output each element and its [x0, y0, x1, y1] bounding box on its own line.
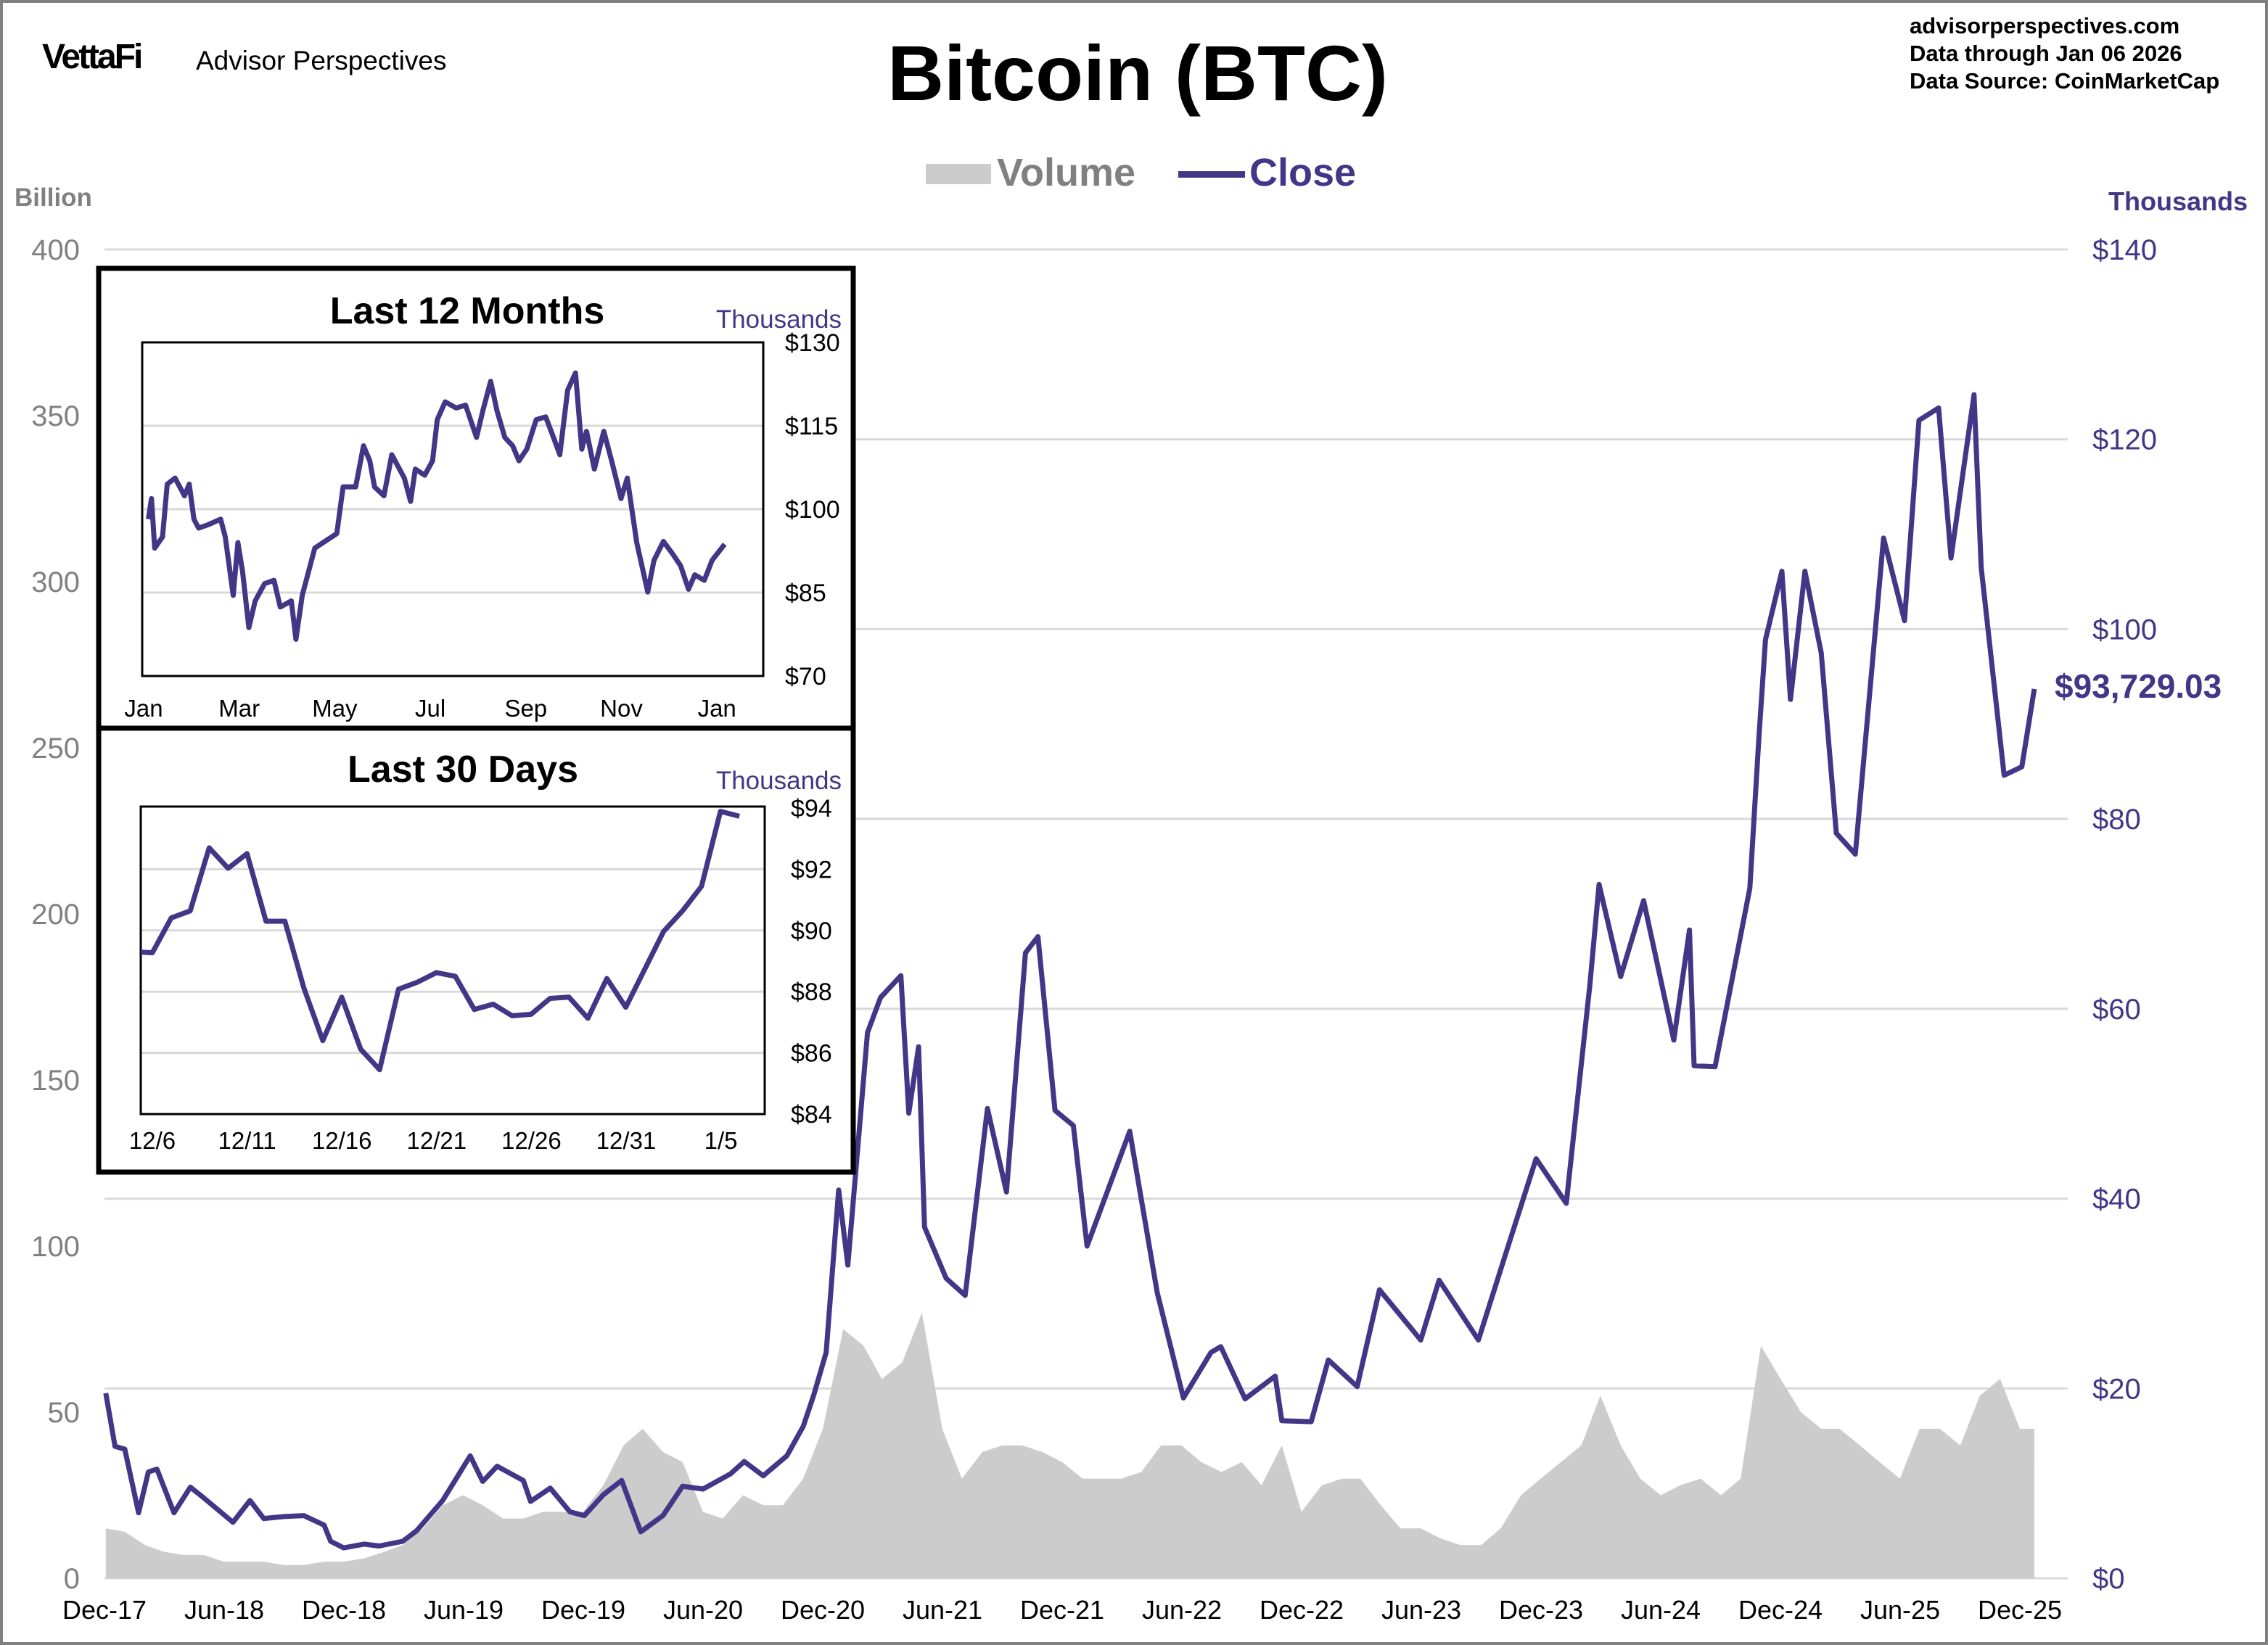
x-tick-label: Jul: [415, 695, 445, 722]
left-tick-label: 300: [31, 566, 80, 598]
x-tick-label: Jun-20: [663, 1595, 743, 1625]
x-tick-label: Dec-23: [1499, 1595, 1583, 1625]
left-tick-label: 0: [64, 1563, 80, 1595]
x-tick-label: Jun-19: [424, 1595, 504, 1625]
main-series: [103, 392, 2037, 1578]
y-tick-label: $92: [791, 856, 832, 883]
right-tick-label: $100: [2092, 614, 2157, 646]
x-tick-label: 12/11: [218, 1127, 276, 1154]
y-tick-label: $115: [785, 413, 838, 440]
advisor-perspectives-logo: Advisor Perspectives: [196, 46, 446, 75]
right-tick-label: $60: [2092, 994, 2141, 1026]
close-line: [103, 392, 2037, 1551]
inset-border: [96, 265, 856, 1175]
x-tick-label: 12/6: [129, 1127, 176, 1154]
x-tick-label: 1/5: [704, 1127, 738, 1154]
legend-close-swatch: [1178, 171, 1245, 178]
x-tick-label: Jun-23: [1381, 1595, 1461, 1625]
left-axis-ticks: 0 50 100 150 200 250 300 350 400: [31, 234, 80, 1595]
left-tick-label: 50: [48, 1397, 81, 1429]
x-tick-label: 12/16: [312, 1127, 372, 1154]
inset-30d-gridlines: [141, 867, 765, 1055]
x-tick-label: Mar: [218, 695, 260, 722]
left-tick-label: 250: [31, 733, 80, 764]
close-line: [141, 809, 740, 1073]
inset-panel: Last 12 Months Thousands $70$85$100$115$…: [96, 265, 856, 1175]
left-tick-label: 150: [31, 1065, 80, 1097]
y-tick-label: $90: [791, 918, 832, 945]
x-tick-label: 12/31: [596, 1127, 657, 1154]
x-tick-label: Dec-21: [1020, 1595, 1104, 1625]
legend-close-label: Close: [1249, 151, 1356, 194]
x-tick-label: Dec-19: [541, 1595, 625, 1625]
inset-30d-y-ticks: $84 $86 $88 $90 $92 $94: [791, 795, 832, 1129]
x-tick-label: Dec-25: [1978, 1595, 2062, 1625]
x-tick-label: Nov: [600, 695, 643, 722]
right-axis-ticks: $0 $20 $40 $60 $80 $100 $120 $140: [2092, 234, 2157, 1595]
x-axis-ticks: Dec-17 Jun-18 Dec-18 Jun-19 Dec-19 Jun-20 Dec-…: [62, 1595, 2062, 1625]
y-tick-label: $85: [785, 580, 826, 607]
right-tick-label: $120: [2092, 424, 2157, 456]
right-tick-label: $0: [2092, 1563, 2125, 1595]
x-tick-label: Dec-17: [62, 1595, 147, 1625]
inset-12m-series: [146, 370, 727, 642]
inset-12m-plot-box: [141, 341, 765, 677]
x-tick-label: May: [312, 695, 358, 722]
right-tick-label: $80: [2092, 804, 2141, 836]
x-tick-label: Jun-24: [1621, 1595, 1701, 1625]
left-tick-label: 400: [31, 234, 80, 266]
inset-30d-plot-box: [139, 805, 766, 1116]
y-tick-label: $100: [785, 496, 840, 524]
x-tick-label: Sep: [504, 695, 547, 722]
inset-30d-series: [141, 809, 740, 1073]
x-tick-label: Jan: [124, 695, 163, 722]
inset-12m-axis-label: Thousands: [716, 305, 842, 334]
x-tick-label: Dec-24: [1738, 1595, 1823, 1625]
x-tick-label: Jun-21: [903, 1595, 982, 1625]
data-source: Data Source: CoinMarketCap: [1910, 68, 2219, 94]
page-title: Bitcoin (BTC): [887, 29, 1388, 117]
x-tick-label: Jun-25: [1860, 1595, 1940, 1625]
inset-12m-y-ticks: $70 $85 $100 $115 $130: [785, 329, 840, 690]
x-tick-label: Dec-20: [781, 1595, 865, 1625]
right-axis-label: Thousands: [2108, 186, 2248, 216]
inset-30d-axis-label: Thousands: [716, 767, 842, 795]
y-tick-label: $86: [791, 1040, 832, 1068]
right-tick-label: $140: [2092, 234, 2157, 266]
x-tick-label: Jun-18: [184, 1595, 264, 1625]
inset-30d-x-ticks: 12/6 12/11 12/16 12/21 12/26 12/31 1/5: [129, 1127, 738, 1154]
site-url: advisorperspectives.com: [1910, 13, 2179, 38]
left-axis-label: Billion: [15, 184, 92, 212]
left-tick-label: 350: [31, 400, 80, 432]
inset-12m-title: Last 12 Months: [330, 290, 605, 332]
x-tick-label: 12/26: [501, 1127, 562, 1154]
inset-12m-x-ticks: Jan Mar May Jul Sep Nov Jan: [124, 695, 736, 722]
y-tick-label: $94: [791, 795, 832, 822]
y-tick-label: $130: [785, 329, 840, 357]
x-tick-label: Jan: [698, 695, 736, 722]
close-line: [146, 370, 727, 642]
vettafi-logo: VettaFi: [42, 38, 141, 76]
x-tick-label: Dec-22: [1260, 1595, 1344, 1625]
legend-volume-swatch: [926, 164, 991, 184]
right-tick-label: $20: [2092, 1373, 2141, 1405]
legend-volume-label: Volume: [997, 151, 1135, 194]
x-tick-label: 12/21: [407, 1127, 467, 1154]
last-value-label: $93,729.03: [2055, 667, 2222, 705]
x-tick-label: Dec-18: [302, 1595, 386, 1625]
y-tick-label: $84: [791, 1101, 832, 1129]
x-tick-label: Jun-22: [1142, 1595, 1222, 1625]
left-tick-label: 100: [31, 1231, 80, 1263]
inset-30d-title: Last 30 Days: [348, 749, 578, 791]
left-tick-label: 200: [31, 899, 80, 931]
y-tick-label: $70: [785, 663, 826, 690]
data-through: Data through Jan 06 2026: [1910, 41, 2182, 66]
volume-area: [105, 1312, 2034, 1578]
y-tick-label: $88: [791, 978, 832, 1006]
right-tick-label: $40: [2092, 1184, 2141, 1216]
